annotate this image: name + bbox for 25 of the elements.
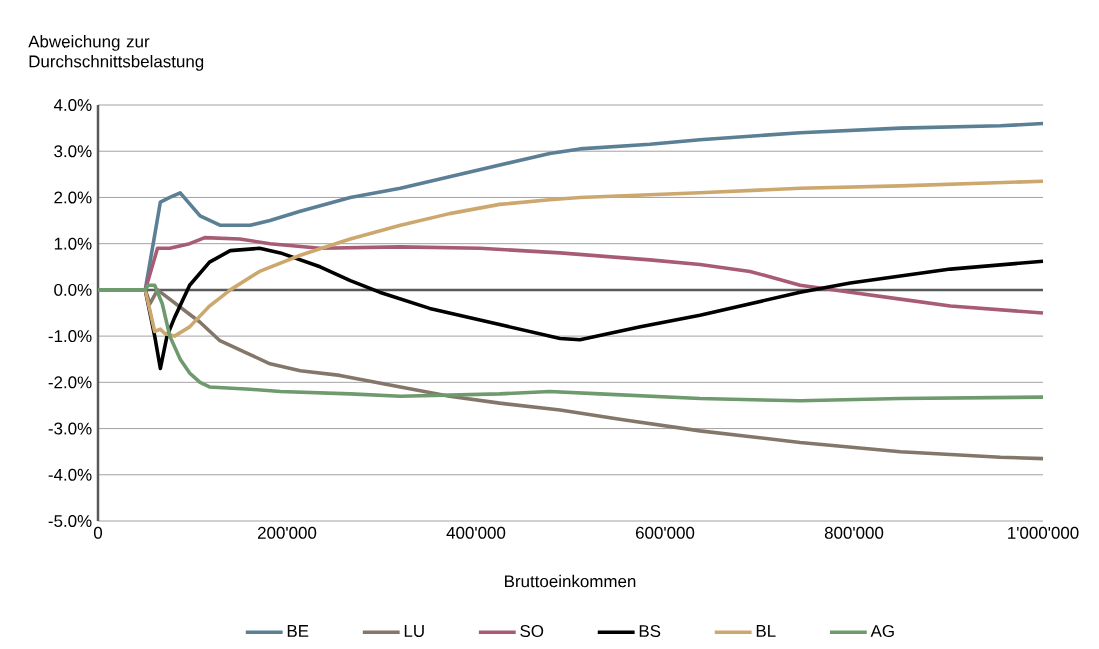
- x-tick-label: 0: [93, 526, 103, 539]
- y-tick-label: -1.0%: [48, 330, 92, 343]
- y-tick-label: 1.0%: [54, 237, 92, 250]
- x-tick-label: 800'000: [824, 526, 884, 539]
- y-tick-label: -3.0%: [48, 422, 92, 435]
- y-tick-label: -2.0%: [48, 376, 92, 389]
- legend-label: BE: [287, 625, 309, 637]
- legend-label: AG: [870, 625, 894, 638]
- y-tick-label: 2.0%: [54, 191, 92, 204]
- y-tick-label: 0.0%: [54, 283, 92, 296]
- x-axis-title: Bruttoeinkommen: [505, 574, 636, 588]
- x-tick-label: 600'000: [635, 526, 695, 539]
- x-tick-label: 1'000'000: [1008, 526, 1079, 539]
- x-tick-label: 400'000: [446, 526, 506, 539]
- legend-label: SO: [520, 625, 544, 638]
- line-series: [96, 283, 1045, 403]
- legend-label: LU: [404, 625, 424, 637]
- y-tick-label: 4.0%: [53, 99, 92, 112]
- legend-label: BS: [639, 625, 661, 638]
- legend-label: BL: [756, 625, 776, 637]
- y-tick-label: -5.0%: [48, 515, 92, 527]
- x-tick-label: 200'000: [257, 526, 317, 539]
- y-axis-title: Abweichung zur Durchschnittsbelastung: [28, 35, 204, 71]
- y-tick-label: 3.0%: [54, 145, 92, 158]
- y-tick-label: -4.0%: [48, 468, 92, 481]
